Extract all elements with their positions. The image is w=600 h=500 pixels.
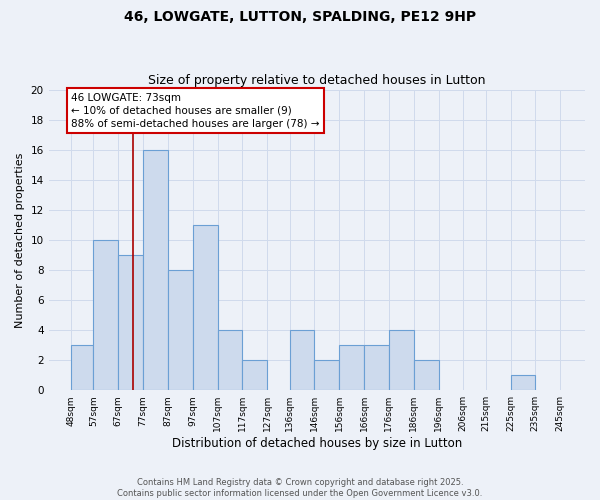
Title: Size of property relative to detached houses in Lutton: Size of property relative to detached ho… [148, 74, 485, 87]
Text: 46, LOWGATE, LUTTON, SPALDING, PE12 9HP: 46, LOWGATE, LUTTON, SPALDING, PE12 9HP [124, 10, 476, 24]
Bar [314, 360, 339, 390]
Bar [389, 330, 413, 390]
Bar [193, 225, 218, 390]
Bar [413, 360, 439, 390]
Bar [143, 150, 168, 390]
X-axis label: Distribution of detached houses by size in Lutton: Distribution of detached houses by size … [172, 437, 462, 450]
Bar [94, 240, 118, 390]
Y-axis label: Number of detached properties: Number of detached properties [15, 152, 25, 328]
Bar [242, 360, 267, 390]
Bar [218, 330, 242, 390]
Text: Contains HM Land Registry data © Crown copyright and database right 2025.
Contai: Contains HM Land Registry data © Crown c… [118, 478, 482, 498]
Bar [364, 345, 389, 390]
Bar [339, 345, 364, 390]
Bar [71, 345, 94, 390]
Bar [511, 375, 535, 390]
Bar [290, 330, 314, 390]
Bar [168, 270, 193, 390]
Text: 46 LOWGATE: 73sqm
← 10% of detached houses are smaller (9)
88% of semi-detached : 46 LOWGATE: 73sqm ← 10% of detached hous… [71, 92, 320, 129]
Bar [118, 255, 143, 390]
